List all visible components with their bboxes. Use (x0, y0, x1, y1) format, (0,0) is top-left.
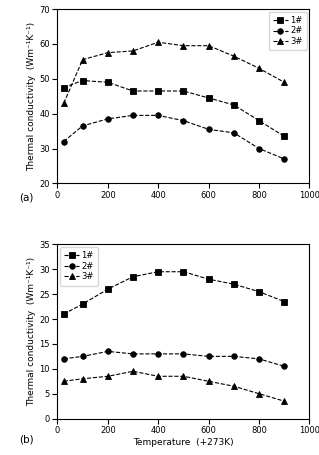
2# (106, 349, 110, 354)
Text: (a): (a) (19, 193, 34, 203)
3# (207, 43, 211, 48)
3# (81, 376, 85, 381)
1# (131, 88, 135, 94)
Legend: 1#, 2#, 3#: 1#, 2#, 3# (269, 11, 307, 50)
1# (81, 78, 85, 83)
3# (282, 399, 286, 404)
2# (81, 354, 85, 359)
1# (232, 102, 236, 108)
2# (156, 113, 160, 118)
1# (182, 88, 185, 94)
2# (282, 156, 286, 162)
2# (182, 118, 185, 123)
2# (182, 351, 185, 357)
2# (282, 364, 286, 369)
3# (156, 40, 160, 45)
3# (207, 379, 211, 384)
3# (257, 66, 261, 71)
3# (232, 53, 236, 59)
1# (106, 287, 110, 292)
2# (207, 354, 211, 359)
2# (131, 113, 135, 118)
1# (282, 299, 286, 304)
Line: 3#: 3# (61, 369, 287, 404)
2# (81, 123, 85, 129)
1# (156, 269, 160, 274)
1# (232, 282, 236, 287)
3# (81, 57, 85, 62)
1# (131, 274, 135, 279)
2# (131, 351, 135, 357)
3# (156, 374, 160, 379)
Line: 2#: 2# (61, 349, 287, 369)
2# (257, 146, 261, 151)
3# (131, 48, 135, 54)
1# (207, 277, 211, 282)
3# (282, 80, 286, 85)
Text: (b): (b) (19, 435, 34, 445)
Line: 1#: 1# (61, 78, 287, 139)
1# (282, 134, 286, 139)
3# (131, 369, 135, 374)
3# (106, 374, 110, 379)
2# (232, 130, 236, 136)
Y-axis label: Thermal conductivity  (Wm⁻¹K⁻¹): Thermal conductivity (Wm⁻¹K⁻¹) (27, 257, 36, 406)
2# (106, 116, 110, 121)
1# (156, 88, 160, 94)
3# (182, 374, 185, 379)
X-axis label: Temperature  (+273K): Temperature (+273K) (133, 438, 234, 447)
3# (257, 391, 261, 396)
1# (257, 289, 261, 294)
Legend: 1#, 2#, 3#: 1#, 2#, 3# (60, 247, 98, 285)
3# (62, 101, 66, 106)
2# (257, 356, 261, 362)
1# (62, 311, 66, 317)
3# (106, 50, 110, 56)
1# (257, 118, 261, 123)
2# (62, 356, 66, 362)
2# (207, 126, 211, 132)
Line: 1#: 1# (61, 269, 287, 317)
1# (62, 85, 66, 90)
2# (156, 351, 160, 357)
Line: 2#: 2# (61, 113, 287, 162)
2# (232, 354, 236, 359)
3# (62, 379, 66, 384)
2# (62, 139, 66, 144)
1# (182, 269, 185, 274)
1# (207, 95, 211, 101)
1# (106, 80, 110, 85)
Y-axis label: Thermal conductivity  (Wm⁻¹K⁻¹): Thermal conductivity (Wm⁻¹K⁻¹) (27, 22, 36, 171)
3# (232, 384, 236, 389)
3# (182, 43, 185, 48)
1# (81, 301, 85, 307)
Line: 3#: 3# (61, 40, 287, 106)
